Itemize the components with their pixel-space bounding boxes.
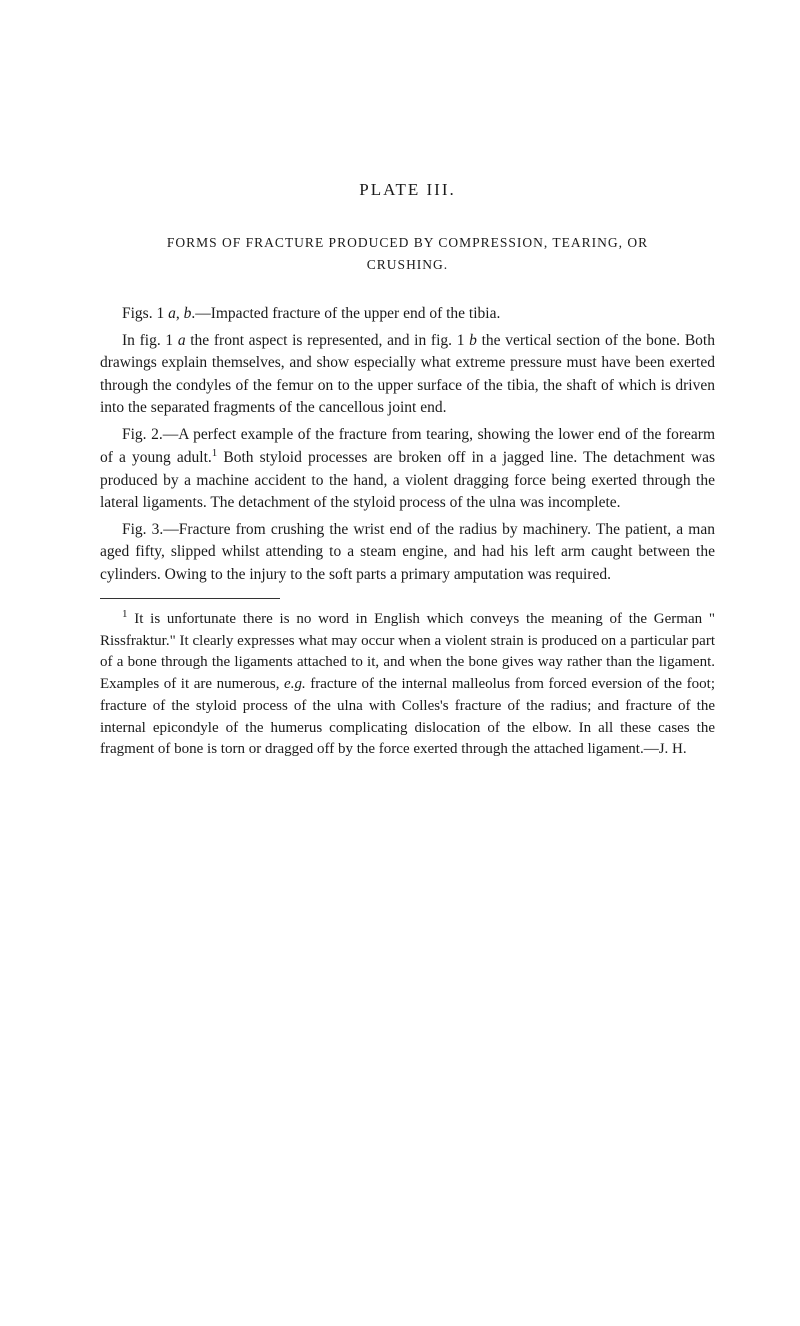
plate-title: PLATE III. xyxy=(100,180,715,200)
subtitle-line1: FORMS OF FRACTURE PRODUCED BY COMPRESSIO… xyxy=(167,235,648,250)
paragraph-3: Fig. 2.—A perfect example of the fractur… xyxy=(100,424,715,515)
subtitle: FORMS OF FRACTURE PRODUCED BY COMPRESSIO… xyxy=(100,232,715,275)
para2-b: b xyxy=(469,332,477,349)
paragraph-4: Fig. 3.—Fracture from crushing the wrist… xyxy=(100,519,715,586)
paragraph-2: In fig. 1 a the front aspect is represen… xyxy=(100,330,715,420)
paragraph-1: Figs. 1 a, b.—Impacted fracture of the u… xyxy=(100,303,715,325)
para2-prefix: In fig. 1 xyxy=(122,332,178,349)
para1-a: a xyxy=(168,305,176,322)
footnote-eg: e.g. xyxy=(284,676,306,692)
footnote: 1 It is unfortunate there is no word in … xyxy=(100,607,715,761)
para1-mid1: , xyxy=(176,305,184,322)
subtitle-line2: CRUSHING. xyxy=(367,257,448,272)
para1-prefix: Figs. 1 xyxy=(122,305,168,322)
para2-mid: the front aspect is represented, and in … xyxy=(186,332,470,349)
para2-a: a xyxy=(178,332,186,349)
footnote-separator xyxy=(100,598,280,599)
para1-rest: .—Impacted fracture of the upper end of … xyxy=(191,305,500,322)
